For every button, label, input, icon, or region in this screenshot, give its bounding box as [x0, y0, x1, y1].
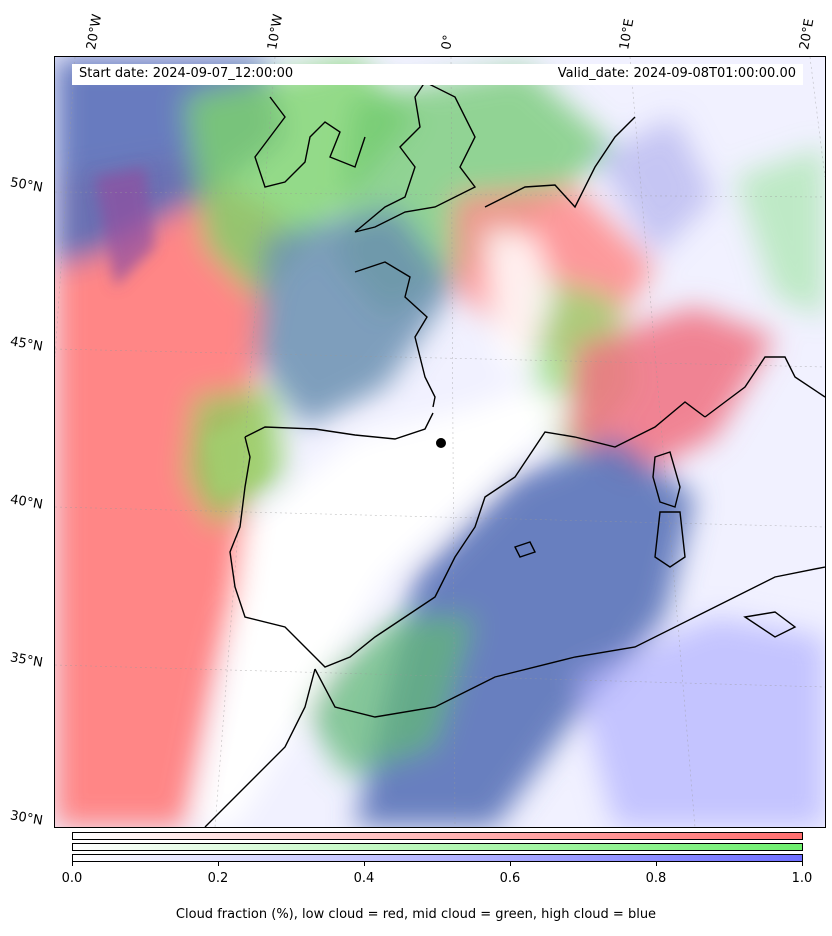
colorbar-tick-label: 0.6	[499, 871, 521, 886]
colorbar-tick-mark	[510, 862, 511, 866]
coastline-north-africa	[314, 566, 825, 718]
mixed-cloud-streak	[95, 167, 155, 287]
clear-sky-corridor	[195, 387, 575, 827]
colorbar-tick-label: 0.4	[353, 871, 375, 886]
lon-label-20e: 20°E	[797, 17, 818, 52]
colorbar-tick-mark	[364, 862, 365, 866]
parallel-40n	[55, 506, 825, 528]
lon-label-10w: 10°W	[265, 13, 287, 52]
lon-label-20w: 20°W	[84, 13, 106, 52]
colorbar-tick-label: 0.2	[207, 871, 229, 886]
colorbar	[72, 832, 803, 862]
low-cloud-atlantic	[55, 157, 285, 827]
cloud-fields	[55, 57, 825, 827]
colorbar-high-cloud-blue	[72, 854, 803, 862]
lat-label-35n: 35°N	[8, 650, 44, 671]
mixed-cloud-biscay	[255, 207, 455, 427]
colorbar-tick-mark	[218, 862, 219, 866]
high-cloud-central-europe	[595, 117, 715, 257]
lon-label-10e: 10°E	[617, 17, 638, 52]
meridian-20w	[55, 57, 76, 358]
colorbar-tick-mark	[72, 862, 73, 866]
lat-label-50n: 50°N	[8, 175, 44, 196]
coastline-morocco-atlantic	[204, 668, 316, 827]
low-cloud-gulf-of-lion	[565, 307, 775, 477]
clear-sky-france	[485, 227, 555, 377]
coastline-brittany-biscay	[354, 261, 436, 408]
parallel-50n	[55, 191, 825, 198]
valid-date-label: Valid_date: 2024-09-08T01:00:00.00	[557, 66, 796, 81]
coastline-north-sea	[484, 116, 636, 209]
start-date-label: Start date: 2024-09-07_12:00:00	[79, 66, 294, 81]
coastline-iberia-mediterranean	[229, 401, 706, 668]
coastline-ireland-uk	[254, 96, 366, 188]
meridian-20e	[809, 57, 825, 178]
cloud-map	[54, 56, 826, 828]
coastline-corsica	[652, 451, 681, 508]
colorbar-tick-label: 1.0	[791, 871, 813, 886]
colorbar-tick-mark	[802, 862, 803, 866]
mid-cloud-patch	[205, 417, 265, 497]
coastline-sardinia	[654, 511, 686, 568]
parallel-45n	[55, 348, 825, 368]
meridian-10e	[629, 57, 696, 827]
coastline-great-britain	[354, 81, 477, 233]
cloud-map-svg	[55, 57, 825, 827]
colorbar-tick-mark	[656, 862, 657, 866]
coastline-sicily	[743, 611, 797, 638]
graticule	[55, 57, 825, 827]
parallel-35n	[55, 664, 825, 688]
meridian-10w	[214, 57, 276, 827]
lon-label-0: 0°	[439, 33, 457, 51]
coastline-italy	[704, 356, 825, 418]
lat-label-40n: 40°N	[8, 492, 44, 513]
cloud-details	[95, 167, 265, 497]
meridian-0	[450, 57, 456, 827]
colorbar-low-cloud-red	[72, 832, 803, 840]
high-cloud-southeast	[575, 617, 825, 827]
colorbar-tick-label: 0.8	[645, 871, 667, 886]
colorbar-mid-cloud-green	[72, 843, 803, 851]
date-info-bar: Start date: 2024-09-07_12:00:00 Valid_da…	[72, 64, 803, 85]
mid-cloud-east	[735, 147, 825, 317]
lat-label-45n: 45°N	[8, 334, 44, 355]
lat-label-30n: 30°N	[8, 808, 44, 829]
colorbar-caption: Cloud fraction (%), low cloud = red, mid…	[175, 907, 657, 922]
colorbar-tick-label: 0.0	[61, 871, 83, 886]
coastlines	[204, 81, 825, 827]
mid-cloud-alboran	[295, 617, 475, 777]
location-marker	[436, 438, 446, 448]
coastline-north-spain	[244, 412, 434, 440]
coastline-mallorca	[514, 541, 536, 558]
